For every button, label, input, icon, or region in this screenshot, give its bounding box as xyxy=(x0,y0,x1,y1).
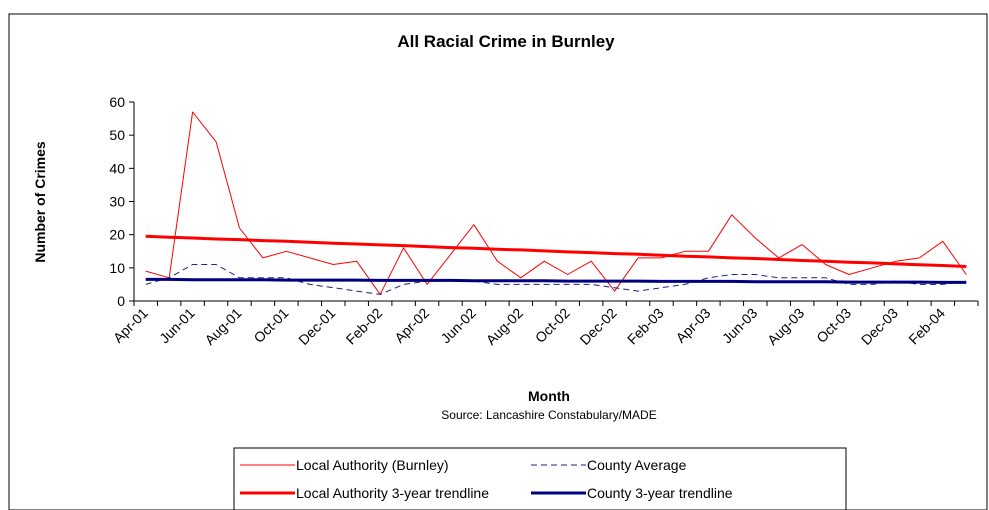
source-note: Source: Lancashire Constabulary/MADE xyxy=(441,408,656,422)
y-axis-label: Number of Crimes xyxy=(32,141,48,263)
y-tick-label: 60 xyxy=(109,94,125,110)
legend-label-2: County Average xyxy=(587,457,687,473)
series-line-3 xyxy=(145,234,967,268)
y-tick-label: 0 xyxy=(117,293,125,309)
series-line-2 xyxy=(145,264,967,295)
series-line-4 xyxy=(145,277,967,284)
legend-box xyxy=(233,447,847,510)
y-tick-label: 40 xyxy=(109,160,125,176)
y-tick-label: 50 xyxy=(109,127,125,143)
x-axis-label: Month xyxy=(528,388,570,404)
y-tick-label: 10 xyxy=(109,260,125,276)
series-lines xyxy=(145,111,967,295)
series-line-1 xyxy=(145,111,967,295)
legend-label-3: Local Authority 3-year trendline xyxy=(296,485,489,501)
chart-title: All Racial Crime in Burnley xyxy=(397,32,615,51)
legend: Local Authority (Burnley) County Average L… xyxy=(240,457,733,501)
y-tick-label: 30 xyxy=(109,194,125,210)
legend-label-1: Local Authority (Burnley) xyxy=(296,457,449,473)
legend-label-4: County 3-year trendline xyxy=(587,485,733,501)
y-axis: 0 10 20 30 40 50 60 xyxy=(109,94,135,309)
y-tick-label: 20 xyxy=(109,227,125,243)
